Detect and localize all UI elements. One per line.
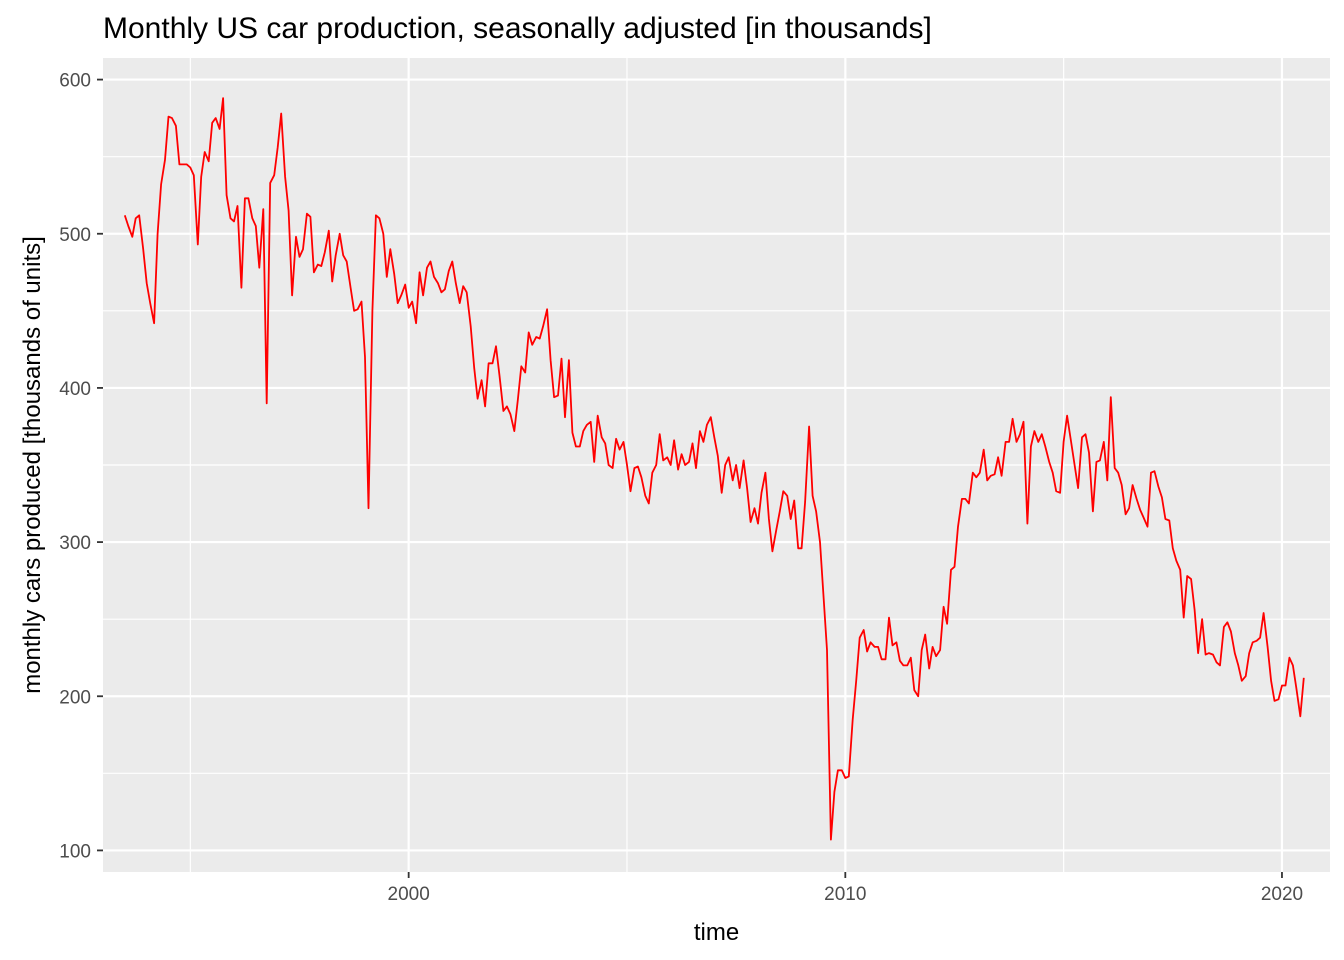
major-gridlines [103, 58, 1330, 872]
y-tick-label: 200 [59, 687, 91, 708]
y-tick-label: 100 [59, 841, 91, 862]
y-axis-title: monthly cars produced [thousands of unit… [19, 236, 46, 694]
tick-labels: 100 200 300 400 500 600 2000 2010 2020 [59, 71, 1303, 905]
y-tick-label: 500 [59, 225, 91, 246]
x-tick-label: 2020 [1261, 884, 1303, 905]
y-tick-label: 300 [59, 533, 91, 554]
series-line [123, 97, 1305, 841]
x-axis-title: time [694, 919, 739, 946]
chart-title: Monthly US car production, seasonally ad… [103, 12, 932, 45]
axis-ticks [97, 78, 1283, 878]
y-tick-label: 400 [59, 379, 91, 400]
x-tick-label: 2010 [824, 884, 866, 905]
series-layer [123, 97, 1305, 841]
x-tick-label: 2000 [388, 884, 430, 905]
y-tick-label: 600 [59, 71, 91, 92]
